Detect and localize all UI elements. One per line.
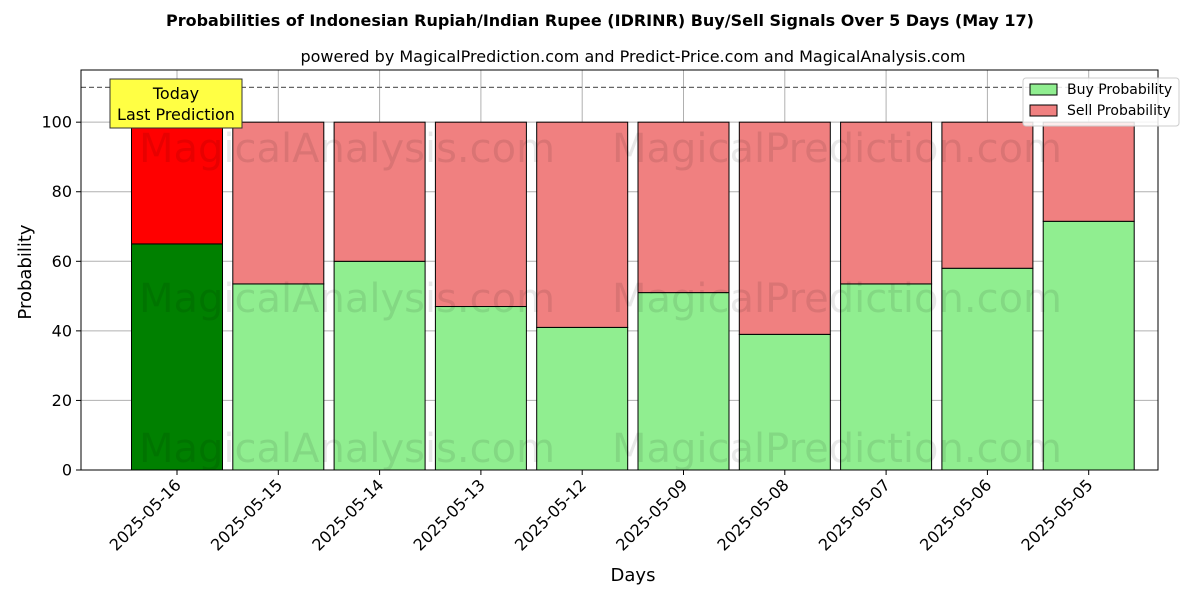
bar-sell — [232, 121, 325, 285]
legend-swatch-sell — [1029, 104, 1058, 117]
bar-buy — [941, 267, 1034, 471]
bar-sell — [131, 121, 223, 245]
y-tick-label: 80 — [52, 182, 72, 201]
watermark-text: MagicalPrediction.com — [612, 276, 1062, 322]
legend-label-buy: Buy Probability — [1067, 82, 1172, 98]
bar-sell — [840, 121, 933, 285]
bar-sell — [637, 121, 730, 294]
chart-title: Probabilities of Indonesian Rupiah/India… — [166, 11, 1034, 30]
legend-label-sell: Sell Probability — [1067, 103, 1171, 119]
bar-buy — [738, 333, 831, 471]
bar-buy — [840, 283, 933, 471]
x-tick-label: 2025-05-06 — [916, 475, 995, 554]
x-tick-label: 2025-05-13 — [410, 475, 489, 554]
x-tick-label: 2025-05-09 — [612, 475, 691, 554]
plot-frame — [80, 69, 1159, 471]
annotation-line-1: Today — [152, 84, 199, 103]
bar-buy — [536, 326, 629, 471]
bar-buy — [637, 292, 730, 471]
bar-buy — [434, 306, 527, 471]
bar-sell — [1042, 121, 1135, 222]
legend-swatch-buy — [1029, 83, 1058, 96]
bar-sell — [738, 121, 831, 335]
bar-sell — [434, 121, 527, 308]
x-axis-label: Days — [611, 565, 656, 586]
watermark-text: MagicalPrediction.com — [612, 426, 1062, 472]
x-tick-label: 2025-05-14 — [308, 475, 387, 554]
bar-sell — [941, 121, 1034, 269]
x-tick-label: 2025-05-05 — [1017, 475, 1096, 554]
y-tick-label: 60 — [52, 252, 72, 271]
y-tick-label: 20 — [52, 391, 72, 410]
x-tick-label: 2025-05-12 — [511, 475, 590, 554]
legend-frame — [1022, 77, 1180, 127]
watermark-text: MagicalAnalysis.com — [139, 276, 555, 322]
bar-sell — [333, 121, 426, 262]
annotation-line-2: Last Prediction — [117, 105, 235, 124]
bar-buy — [1042, 220, 1135, 471]
legend: Buy Probability Sell Probability — [1022, 77, 1180, 127]
y-tick-label: 100 — [41, 113, 72, 132]
x-tick-label: 2025-05-07 — [815, 475, 894, 554]
watermark-text: MagicalAnalysis.com — [139, 126, 555, 172]
y-tick-label: 0 — [62, 461, 72, 480]
bar-sell — [536, 121, 629, 328]
y-tick-label: 40 — [52, 321, 72, 340]
x-tick-label: 2025-05-15 — [207, 475, 286, 554]
x-tick-label: 2025-05-08 — [713, 475, 792, 554]
watermark-text: MagicalAnalysis.com — [139, 426, 555, 472]
bars — [131, 121, 1135, 471]
watermark-text: MagicalPrediction.com — [612, 126, 1062, 172]
bar-buy — [333, 260, 426, 471]
bar-buy — [131, 243, 223, 471]
annotation: Today Last Prediction — [109, 78, 243, 129]
x-tick-label: 2025-05-16 — [106, 475, 185, 554]
watermarks: MagicalAnalysis.com MagicalPrediction.com… — [139, 126, 1062, 472]
chart-subtitle: powered by MagicalPrediction.com and Pre… — [300, 47, 965, 66]
y-axis-label: Probability — [15, 224, 36, 319]
annotation-box — [109, 78, 243, 129]
